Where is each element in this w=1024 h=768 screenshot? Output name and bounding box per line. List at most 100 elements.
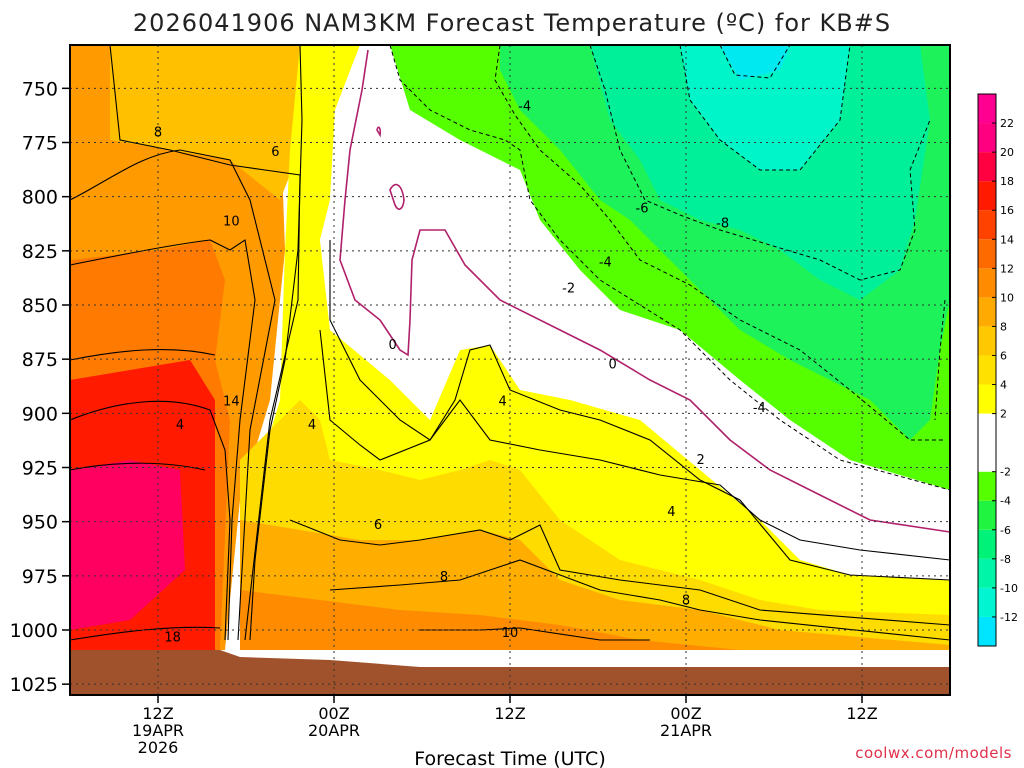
colorbar-label-9: 8 xyxy=(1000,320,1007,333)
colorbar-label-16: 22 xyxy=(1000,117,1014,130)
y-tick-label-2: 800 xyxy=(22,187,58,209)
colorbar-label-11: 12 xyxy=(1000,262,1014,275)
colorbar-label-6: 2 xyxy=(1000,408,1007,421)
contour-label-5: -6 xyxy=(636,202,649,217)
contour-minus-2 xyxy=(389,45,950,491)
contour-8-mid xyxy=(329,559,950,641)
contour-label-11: 4 xyxy=(308,418,316,433)
y-tick-label-8: 950 xyxy=(22,512,58,534)
contour-8 xyxy=(70,149,276,641)
contour-label-8: 0 xyxy=(609,358,617,373)
x-tick-label-1-1: 20APR xyxy=(308,721,360,740)
contour-14 xyxy=(70,400,231,641)
contour-label-18: 10 xyxy=(223,215,240,230)
y-tick-label-10: 1000 xyxy=(10,620,58,642)
region-cold-10 xyxy=(720,45,790,80)
colorbar-label-14: 18 xyxy=(1000,175,1014,188)
colorbar-swatch-13 xyxy=(978,239,996,269)
contour-label-16: 8 xyxy=(440,570,448,585)
colorbar-label-0: -12 xyxy=(1000,611,1018,624)
colorbar-label-8: 6 xyxy=(1000,349,1007,362)
x-tick-label-3-0: 00Z xyxy=(670,704,701,723)
contour-label-4: -2 xyxy=(562,282,575,297)
colorbar-swatch-7 xyxy=(978,413,996,443)
colorbar-label-10: 10 xyxy=(1000,291,1014,304)
colorbar-swatch-15 xyxy=(978,181,996,211)
x-tick-label-2-0: 12Z xyxy=(494,704,525,723)
contour-minus-6 xyxy=(589,45,931,281)
contour-minus-4 xyxy=(494,45,945,441)
x-axis-label: Forecast Time (UTC) xyxy=(414,748,605,768)
colorbar-label-15: 20 xyxy=(1000,146,1014,159)
contour-label-17: 8 xyxy=(682,594,690,609)
colorbar-swatch-9 xyxy=(978,355,996,385)
colorbar: -12 -10 -8 -6 -4 -2 2 4 6 8 10 12 14 16 18 20 22 xyxy=(977,93,1018,647)
contour-6 xyxy=(109,45,301,641)
colorbar-swatch-17 xyxy=(978,123,996,153)
y-tick-label-1: 775 xyxy=(22,133,58,155)
y-tick-label-11: 1025 xyxy=(10,674,58,696)
colorbar-swatch-10 xyxy=(978,326,996,356)
y-tick-label-7: 925 xyxy=(22,458,58,480)
x-tick-label-0-1: 19APR xyxy=(132,721,184,740)
colorbar-label-13: 16 xyxy=(1000,204,1014,217)
contour-label-12: 4 xyxy=(667,505,675,520)
contour-minus-8 xyxy=(679,45,851,171)
contour-label-7: 0 xyxy=(389,338,397,353)
contour-minus-10 xyxy=(719,45,791,79)
contour-label-2: -4 xyxy=(599,256,612,271)
colorbar-swatch-0 xyxy=(978,616,996,646)
y-tick-label-6: 900 xyxy=(22,403,58,425)
colorbar-swatch-1 xyxy=(978,587,996,617)
cold-contours xyxy=(389,45,950,491)
contour-18 xyxy=(70,626,221,641)
y-tick-label-4: 850 xyxy=(22,295,58,317)
colorbar-swatch-8 xyxy=(978,384,996,414)
region-pink-20 xyxy=(70,460,185,630)
y-tick-label-0: 750 xyxy=(22,78,58,100)
freezing-contours xyxy=(339,49,950,533)
grid-lines xyxy=(70,45,950,695)
contour-4-mid xyxy=(319,329,950,581)
colorbar-swatch-16 xyxy=(978,152,996,182)
colorbar-swatch-3 xyxy=(978,529,996,559)
contour-6-mid xyxy=(289,519,950,626)
contour-label-21: 18 xyxy=(164,631,181,646)
x-tick-label-0-2: 2026 xyxy=(138,738,179,757)
colorbar-label-3: -6 xyxy=(1000,524,1011,537)
contour-label-0: 4 xyxy=(176,418,184,433)
colorbar-label-2: -8 xyxy=(1000,553,1011,566)
x-tick-label-1-0: 00Z xyxy=(318,704,349,723)
contour-label-19: 10 xyxy=(502,626,519,641)
contour-label-15: 8 xyxy=(154,126,162,141)
y-axis: 750 775 800 825 850 875 900 925 950 975 1000 1025 xyxy=(10,78,70,696)
contour-0-main xyxy=(339,49,950,533)
contour-0-small-a xyxy=(389,183,405,210)
colorbar-swatch-11 xyxy=(978,297,996,327)
contour-labels: 4 -4 -4 -4 -2 -6 -8 0 0 2 4 4 4 6 6 8 8 8 10 10 14 18 xyxy=(154,100,766,646)
contour-10 xyxy=(70,239,256,641)
ground-lower xyxy=(700,675,950,695)
colorbar-label-7: 4 xyxy=(1000,379,1007,392)
colorbar-swatch-12 xyxy=(978,268,996,298)
contour-label-20: 14 xyxy=(223,394,240,409)
contour-label-6: -8 xyxy=(716,217,729,232)
colorbar-swatch-14 xyxy=(978,210,996,240)
colorbar-label-4: -4 xyxy=(1000,495,1011,508)
x-tick-label-4-0: 12Z xyxy=(846,704,877,723)
colorbar-swatch-5 xyxy=(978,471,996,501)
colorbar-swatch-6 xyxy=(978,442,996,472)
contour-16 xyxy=(70,462,206,471)
colorbar-swatch-2 xyxy=(978,558,996,588)
contour-label-3: -4 xyxy=(518,100,531,115)
region-orange-low xyxy=(240,590,740,650)
y-tick-label-5: 875 xyxy=(22,349,58,371)
region-light-orange xyxy=(110,45,300,200)
contour-0-small-b xyxy=(376,126,381,138)
colorbar-label-1: -10 xyxy=(1000,582,1018,595)
colorbar-frame xyxy=(977,93,997,647)
credit-link[interactable]: coolwx.com/models xyxy=(855,744,1012,762)
contour-label-9: 2 xyxy=(697,453,705,468)
colorbar-swatch-4 xyxy=(978,500,996,530)
colorbar-label-5: -2 xyxy=(1000,466,1011,479)
